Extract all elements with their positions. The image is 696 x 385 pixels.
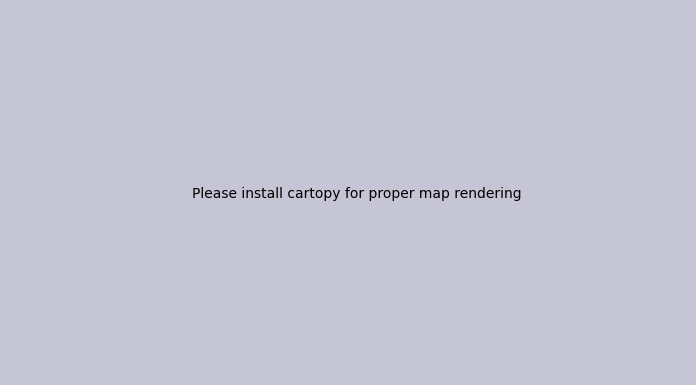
Text: Please install cartopy for proper map rendering: Please install cartopy for proper map re… — [192, 187, 521, 201]
